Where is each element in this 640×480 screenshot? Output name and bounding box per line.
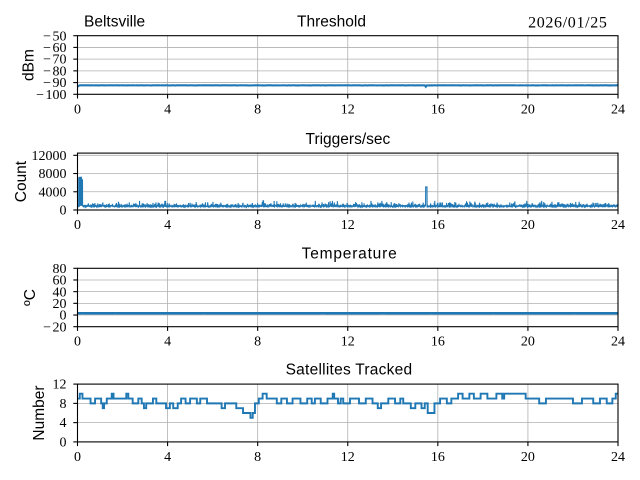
svg-text:60: 60 [53, 274, 67, 289]
svg-text:16: 16 [431, 102, 445, 117]
svg-text:4: 4 [60, 416, 67, 431]
svg-text:4: 4 [164, 335, 171, 350]
svg-text:2026/01/25: 2026/01/25 [528, 15, 607, 32]
svg-text:0: 0 [74, 450, 81, 465]
svg-text:20: 20 [521, 218, 535, 233]
svg-text:−: − [43, 53, 51, 68]
svg-text:20: 20 [53, 297, 67, 312]
svg-text:0: 0 [74, 335, 81, 350]
svg-text:Number: Number [31, 385, 48, 440]
svg-text:−: − [43, 320, 51, 335]
svg-text:Threshold: Threshold [297, 13, 366, 30]
svg-text:Triggers/sec: Triggers/sec [306, 131, 391, 148]
svg-text:8: 8 [254, 102, 261, 117]
svg-text:24: 24 [611, 102, 625, 117]
svg-text:60: 60 [53, 41, 67, 56]
svg-text:20: 20 [53, 320, 67, 335]
svg-text:24: 24 [611, 335, 625, 350]
svg-text:12000: 12000 [32, 149, 67, 164]
svg-text:0: 0 [60, 204, 67, 219]
svg-text:16: 16 [431, 218, 445, 233]
svg-text:Count: Count [13, 160, 30, 202]
svg-text:4: 4 [164, 102, 171, 117]
svg-text:−: − [36, 88, 44, 103]
svg-text:8: 8 [254, 450, 261, 465]
svg-text:8: 8 [60, 397, 67, 412]
svg-text:8000: 8000 [39, 167, 67, 182]
svg-text:80: 80 [53, 64, 67, 79]
svg-text:4: 4 [164, 450, 171, 465]
svg-text:Satellites Tracked: Satellites Tracked [286, 361, 413, 378]
svg-text:24: 24 [611, 450, 625, 465]
svg-text:4000: 4000 [39, 185, 67, 200]
svg-text:70: 70 [53, 53, 67, 68]
svg-text:Temperature: Temperature [302, 245, 398, 262]
svg-text:ºC: ºC [22, 289, 39, 306]
svg-text:12: 12 [53, 378, 67, 393]
svg-text:20: 20 [521, 102, 535, 117]
svg-text:16: 16 [431, 450, 445, 465]
svg-text:40: 40 [53, 285, 67, 300]
svg-text:12: 12 [341, 335, 355, 350]
svg-text:12: 12 [341, 218, 355, 233]
svg-text:8: 8 [254, 218, 261, 233]
svg-text:90: 90 [53, 76, 67, 91]
svg-text:−: − [43, 41, 51, 56]
svg-text:Beltsville: Beltsville [84, 13, 145, 30]
svg-text:100: 100 [46, 88, 67, 103]
svg-text:12: 12 [341, 102, 355, 117]
svg-text:dBm: dBm [21, 49, 38, 81]
svg-text:0: 0 [60, 309, 67, 324]
svg-text:0: 0 [74, 102, 81, 117]
svg-text:−: − [43, 64, 51, 79]
svg-text:0: 0 [60, 436, 67, 451]
svg-text:16: 16 [431, 335, 445, 350]
svg-text:4: 4 [164, 218, 171, 233]
svg-text:50: 50 [53, 29, 67, 44]
svg-text:24: 24 [611, 218, 625, 233]
svg-text:20: 20 [521, 450, 535, 465]
svg-text:−: − [43, 76, 51, 91]
svg-text:20: 20 [521, 335, 535, 350]
svg-text:12: 12 [341, 450, 355, 465]
svg-text:8: 8 [254, 335, 261, 350]
svg-text:−: − [43, 29, 51, 44]
svg-text:0: 0 [74, 218, 81, 233]
svg-text:80: 80 [53, 262, 67, 277]
